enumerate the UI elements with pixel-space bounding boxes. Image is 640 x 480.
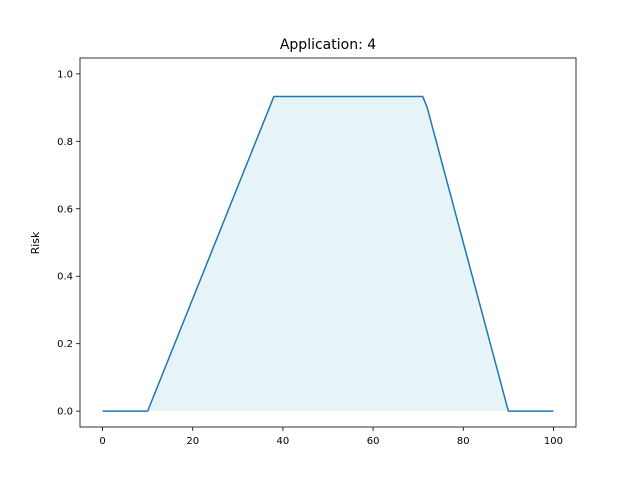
x-tick-label: 100	[544, 436, 563, 447]
y-tick-label: 1.0	[57, 69, 73, 80]
y-axis-label: Risk	[29, 231, 42, 254]
x-tick-label: 20	[186, 436, 199, 447]
y-axis: 0.0 0.2 0.4 0.6 0.8 1.0	[57, 69, 80, 418]
plot-area	[102, 95, 554, 412]
y-tick-label: 0.4	[57, 272, 73, 283]
y-tick-label: 0.2	[57, 339, 73, 350]
series-0-line	[102, 95, 554, 412]
x-tick-label: 0	[99, 436, 105, 447]
series-0-fill-area	[102, 96, 554, 412]
y-tick-label: 0.0	[57, 407, 73, 418]
x-tick-label: 40	[277, 436, 290, 447]
x-tick-label: 60	[367, 436, 380, 447]
y-tick-label: 0.8	[57, 137, 73, 148]
x-tick-label: 80	[457, 436, 470, 447]
x-axis: 0 20 40 60 80 100	[99, 427, 563, 447]
y-tick-label: 0.6	[57, 204, 73, 215]
axes-frame	[79, 57, 577, 428]
chart-title: Application: 4	[280, 37, 376, 53]
